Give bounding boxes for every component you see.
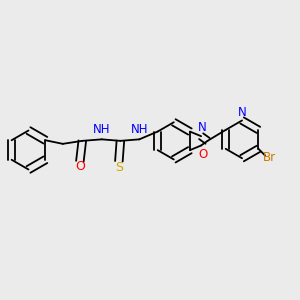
Text: NH: NH — [93, 123, 110, 136]
Text: O: O — [198, 148, 207, 161]
Text: N: N — [238, 106, 246, 119]
Text: S: S — [115, 161, 123, 174]
Text: Br: Br — [263, 151, 276, 164]
Text: NH: NH — [130, 123, 148, 136]
Text: N: N — [198, 121, 207, 134]
Text: O: O — [75, 160, 85, 173]
